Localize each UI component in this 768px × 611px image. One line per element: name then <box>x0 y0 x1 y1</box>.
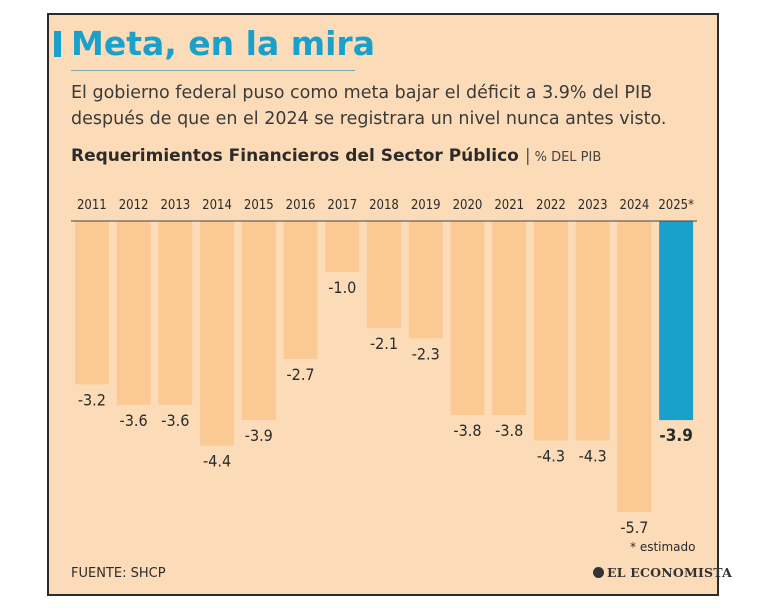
value-label: -3.8 <box>453 421 481 440</box>
x-tick-label: 2021 <box>494 198 524 213</box>
bar-2017 <box>325 221 360 273</box>
bar-2025 <box>659 221 694 421</box>
value-label: -4.3 <box>579 447 607 466</box>
bar-2021 <box>492 221 527 415</box>
chart-title-unit: % DEL PIB <box>534 150 602 165</box>
x-tick-label: 2025* <box>658 198 694 213</box>
title-underline <box>71 70 355 71</box>
value-label: -4.3 <box>537 447 565 466</box>
value-label: -3.6 <box>161 411 189 430</box>
page-title: Meta, en la mira <box>71 24 375 63</box>
x-tick-label: 2015 <box>244 198 274 213</box>
x-tick-label: 2023 <box>578 198 608 213</box>
x-tick-label: 2019 <box>411 198 441 213</box>
bar-2019 <box>408 221 443 339</box>
footnote-estimado: * estimado <box>630 540 696 554</box>
value-label: -3.8 <box>495 421 523 440</box>
logo-text: EL ECONOMISTA <box>607 565 732 580</box>
x-tick-label: 2020 <box>453 198 483 213</box>
value-label: -3.9 <box>659 426 692 446</box>
x-tick-label: 2014 <box>202 198 232 213</box>
source-note: FUENTE: SHCP <box>71 566 166 581</box>
bar-2023 <box>575 221 610 441</box>
bar-2011 <box>74 221 109 385</box>
bar-2018 <box>367 221 401 329</box>
title-accent-bar <box>54 31 61 57</box>
bar-2016 <box>283 221 318 359</box>
logo-icon <box>593 567 604 578</box>
publisher-logo: EL ECONOMISTA <box>593 565 732 580</box>
bar-2013 <box>158 221 193 405</box>
value-label: -2.3 <box>412 344 440 363</box>
x-tick-label: 2024 <box>620 198 650 213</box>
bar-2014 <box>200 221 235 446</box>
value-label: -3.9 <box>245 426 273 445</box>
x-tick-label: 2016 <box>286 198 316 213</box>
x-tick-label: 2013 <box>160 198 190 213</box>
bar-2024 <box>617 221 652 512</box>
value-label: -4.4 <box>203 452 231 471</box>
bar-2012 <box>116 221 151 405</box>
value-label: -3.6 <box>120 411 148 430</box>
x-tick-label: 2011 <box>77 198 107 213</box>
chart-title-main: Requerimientos Financieros del Sector Pú… <box>71 146 519 166</box>
x-tick-label: 2017 <box>327 198 357 213</box>
subtitle: El gobierno federal puso como meta bajar… <box>71 83 667 129</box>
value-label: -1.0 <box>328 278 356 297</box>
x-tick-label: 2022 <box>536 198 566 213</box>
chart-title-separator: | <box>524 146 531 166</box>
bar-2022 <box>533 221 568 441</box>
value-label: -3.2 <box>78 390 106 409</box>
chart-title: Requerimientos Financieros del Sector Pú… <box>71 146 601 166</box>
x-tick-label: 2012 <box>119 198 149 213</box>
bar-2020 <box>450 221 485 415</box>
x-tick-label: 2018 <box>369 198 399 213</box>
value-label: -5.7 <box>620 518 648 537</box>
value-label: -2.7 <box>286 365 314 384</box>
value-label: -2.1 <box>370 334 398 353</box>
bar-2015 <box>241 221 276 421</box>
